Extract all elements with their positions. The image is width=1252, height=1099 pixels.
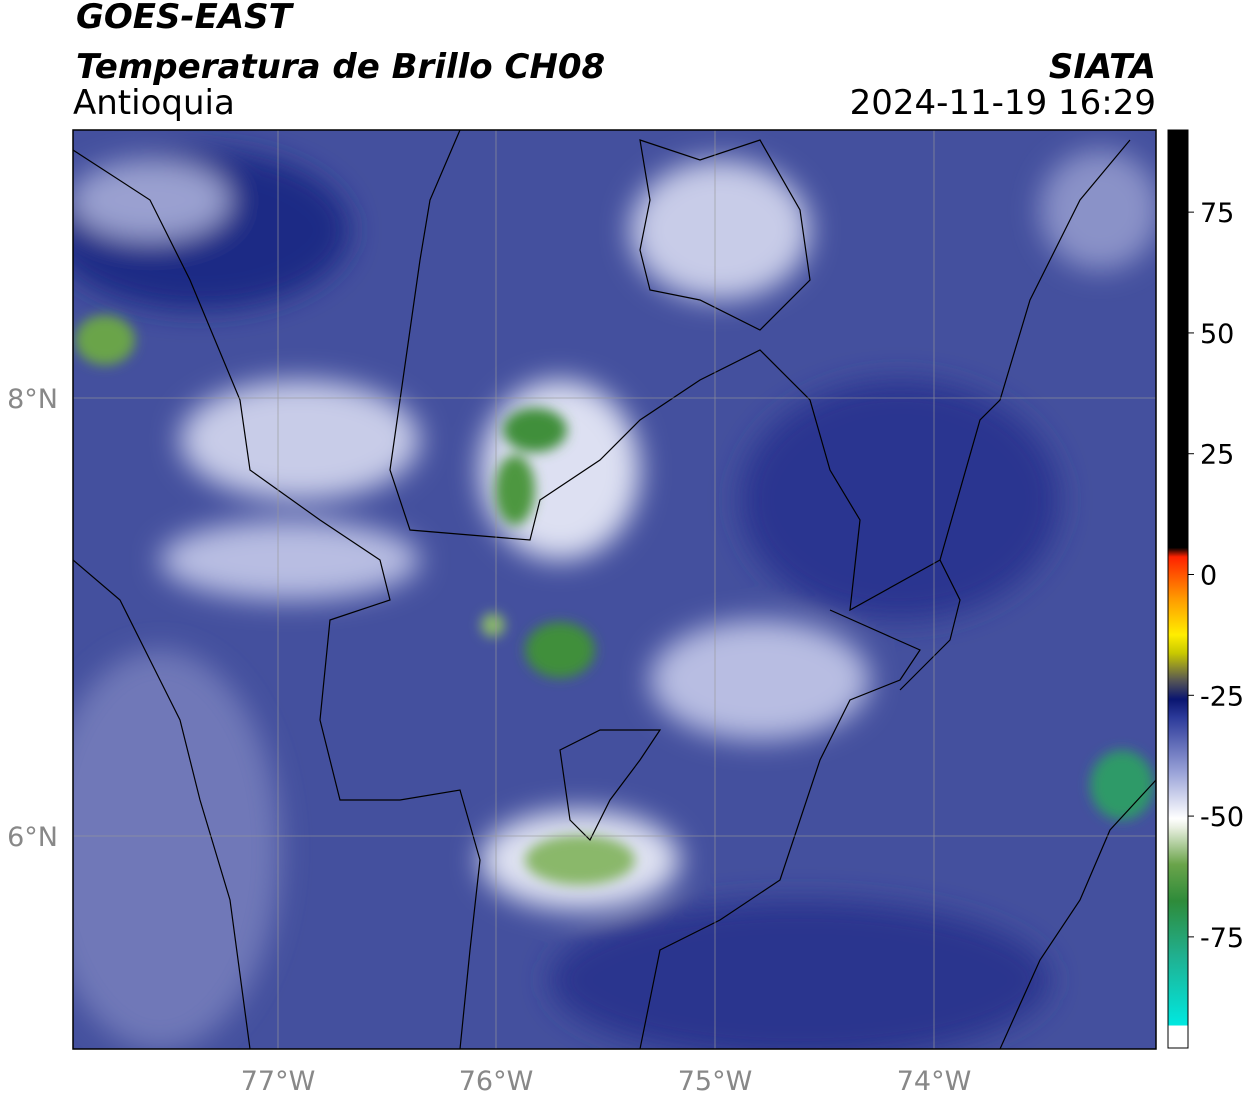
- satellite-image: [73, 130, 1156, 1049]
- lon-label: 75°W: [678, 1066, 753, 1097]
- colorbar-tick-label: 50: [1200, 319, 1234, 350]
- lon-label: 77°W: [241, 1066, 316, 1097]
- subtitle: Temperatura de Brillo CH08: [76, 47, 605, 87]
- colorbar-tick-label: 75: [1200, 198, 1234, 229]
- colorbar-tick-label: 25: [1200, 440, 1234, 471]
- title: GOES-EAST: [76, 0, 295, 37]
- colorbar: [1167, 129, 1189, 1049]
- lat-label: 8°N: [7, 384, 58, 415]
- colorbar-tick-label: -50: [1200, 802, 1244, 833]
- map-frame: [72, 129, 1157, 1050]
- colorbar-tick-label: -25: [1200, 681, 1244, 712]
- region: Antioquia: [73, 83, 235, 123]
- colorbar-tick-label: -75: [1200, 923, 1244, 954]
- colorbar-ticks: 75 50 25 0 -25 -50 -75: [1188, 198, 1244, 954]
- lon-label: 76°W: [459, 1066, 534, 1097]
- lon-label: 74°W: [897, 1066, 972, 1097]
- source: SIATA: [1049, 47, 1156, 87]
- datetime: 2024-11-19 16:29: [850, 83, 1156, 123]
- colorbar-tick-label: 0: [1200, 561, 1217, 592]
- lat-label: 6°N: [7, 822, 58, 853]
